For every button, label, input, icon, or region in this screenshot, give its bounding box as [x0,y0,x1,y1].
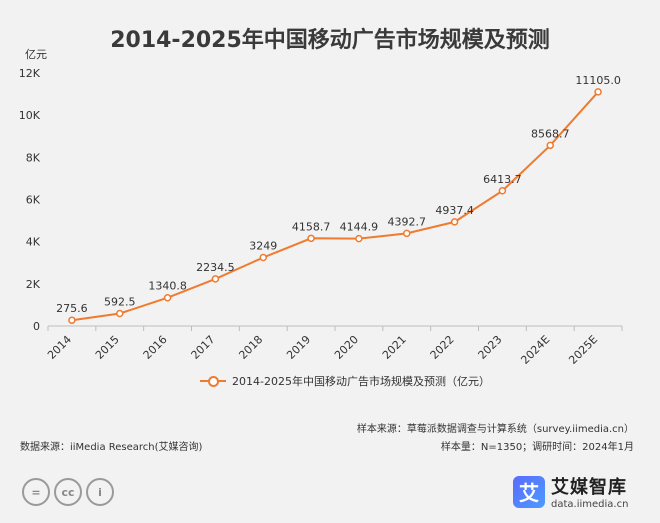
data-point [68,316,76,324]
person-icon: i [86,478,114,506]
data-point [116,309,124,318]
license-icons: = cc i [22,478,114,506]
data-point [546,141,554,150]
x-tick-label: 2014 [45,333,74,362]
data-point [403,229,411,238]
x-tick-label: 2019 [284,333,313,362]
sample-source: 样本来源：草莓派数据调查与计算系统（survey.iimedia.cn） [356,424,634,435]
data-source: 数据来源：iiMedia Research(艾媒咨询) [20,442,203,453]
data-points-layer [68,88,602,324]
data-label: 4144.9 [340,221,379,234]
data-label: 4392.7 [388,215,427,228]
y-tick-label: 4K [26,236,41,249]
data-label: 592.5 [104,296,136,309]
data-label: 2234.5 [196,261,235,274]
y-tick-label: 6K [26,194,41,207]
y-tick-label: 10K [19,109,41,122]
chart-axes: 亿元 0 2K 4K 6K 8K 10K 12K 2014 2015 2016 2017 2018 201… [19,48,623,367]
x-tick-label: 2025E [566,333,600,367]
data-point [498,187,507,195]
y-tick-label: 0 [33,320,40,333]
data-labels-layer: 275.6 592.5 1340.8 2234.5 3249 4158.7 4144.9 43… [56,74,621,315]
brand-url: data.iimedia.cn [551,499,629,510]
chart-title: 2014-2025年中国移动广告市场规模及预测 [110,28,550,53]
line-chart: 亿元 0 2K 4K 6K 8K 10K 12K 2014 2015 2016 2017 2018 201… [19,48,623,367]
y-tick-label: 12K [19,67,41,80]
data-point [163,293,172,302]
y-tick-label: 8K [26,151,41,164]
x-tick-label: 2023 [476,333,505,362]
data-label: 4937.4 [435,204,474,217]
x-tick-label: 2018 [236,333,265,362]
y-unit-label: 亿元 [25,48,47,61]
y-tick-label: 2K [26,278,41,291]
x-tick-label: 2016 [141,333,170,362]
data-label: 1340.8 [148,280,187,293]
sample-size: 样本量：N=1350；调研时间：2024年1月 [440,442,634,453]
x-tick-label: 2021 [380,333,409,362]
x-tick-label: 2020 [332,333,361,362]
legend-label: 2014-2025年中国移动广告市场规模及预测（亿元） [232,375,490,388]
brand-name: 艾媒智库 [551,477,627,498]
data-point [307,234,315,243]
x-tick-label: 2022 [428,333,457,362]
legend-swatch [200,375,226,387]
chart-legend: 2014-2025年中国移动广告市场规模及预测（亿元） [200,373,490,389]
data-point [450,218,459,226]
data-label: 6413.7 [483,173,522,186]
series-line [71,91,599,322]
x-tick-label: 2024E [518,333,552,367]
series-line-layer [71,91,599,322]
data-point [355,234,363,243]
data-point [594,88,602,96]
x-tick-label: 2015 [93,333,122,362]
equals-icon: = [22,478,50,506]
data-point [211,275,220,283]
brand-mark-icon: 艾 [513,475,545,508]
brand-logo[interactable]: 艾 艾媒智库 data.iimedia.cn [513,473,628,510]
data-label: 3249 [249,240,277,253]
data-point [259,253,267,262]
cc-icon: cc [54,478,82,506]
data-label: 275.6 [56,302,88,315]
data-label: 11105.0 [575,74,621,87]
data-label: 8568.7 [531,127,570,140]
x-tick-label: 2017 [189,333,218,362]
data-label: 4158.7 [292,220,331,233]
